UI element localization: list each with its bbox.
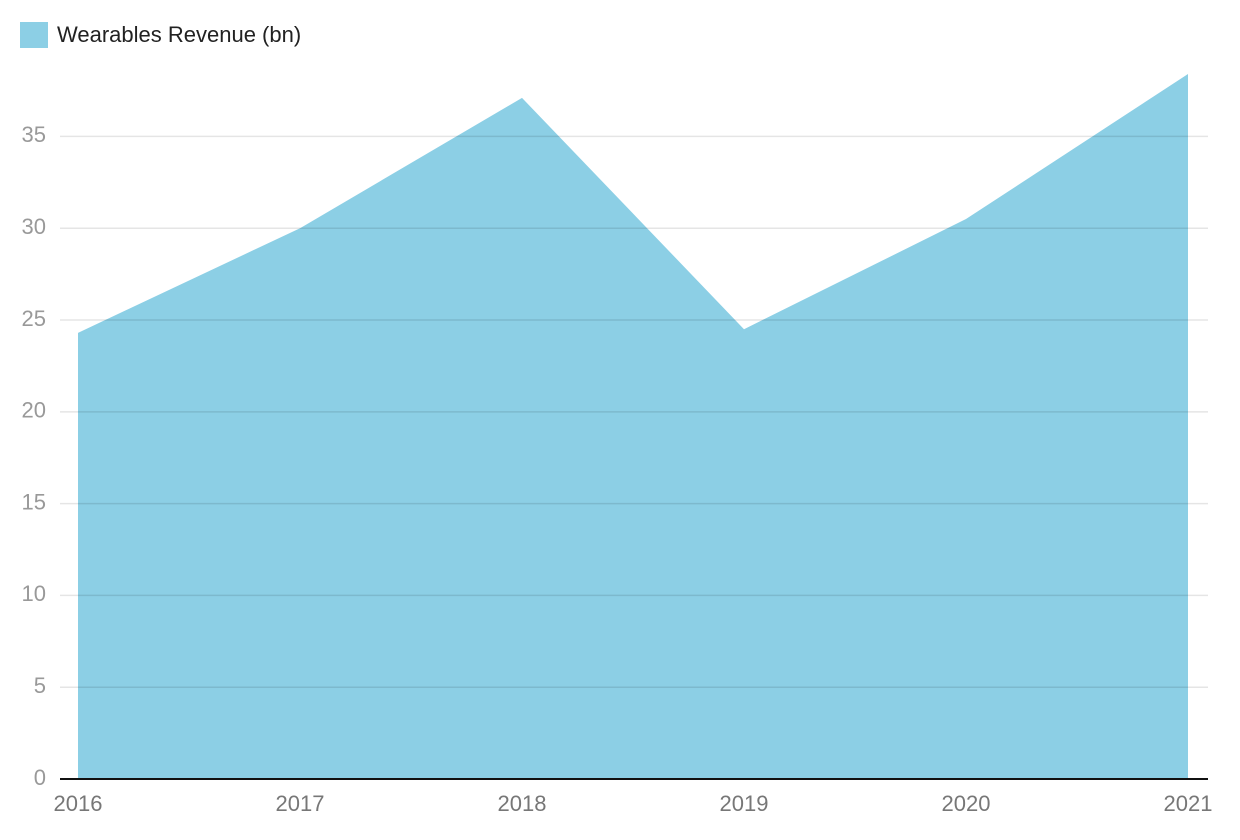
y-tick-label: 0 bbox=[34, 765, 46, 790]
y-tick-label: 35 bbox=[22, 122, 46, 147]
y-tick-label: 15 bbox=[22, 489, 46, 514]
x-tick-label: 2020 bbox=[942, 791, 991, 816]
x-tick-label: 2016 bbox=[54, 791, 103, 816]
x-tick-label: 2017 bbox=[276, 791, 325, 816]
x-tick-label: 2021 bbox=[1164, 791, 1213, 816]
legend-swatch bbox=[20, 22, 48, 48]
y-tick-label: 10 bbox=[22, 581, 46, 606]
x-tick-label: 2018 bbox=[498, 791, 547, 816]
x-tick-label: 2019 bbox=[720, 791, 769, 816]
legend-label: Wearables Revenue (bn) bbox=[57, 22, 301, 47]
y-tick-label: 5 bbox=[34, 673, 46, 698]
area bbox=[78, 74, 1188, 779]
y-tick-label: 30 bbox=[22, 214, 46, 239]
y-tick-label: 25 bbox=[22, 306, 46, 331]
y-tick-label: 20 bbox=[22, 398, 46, 423]
